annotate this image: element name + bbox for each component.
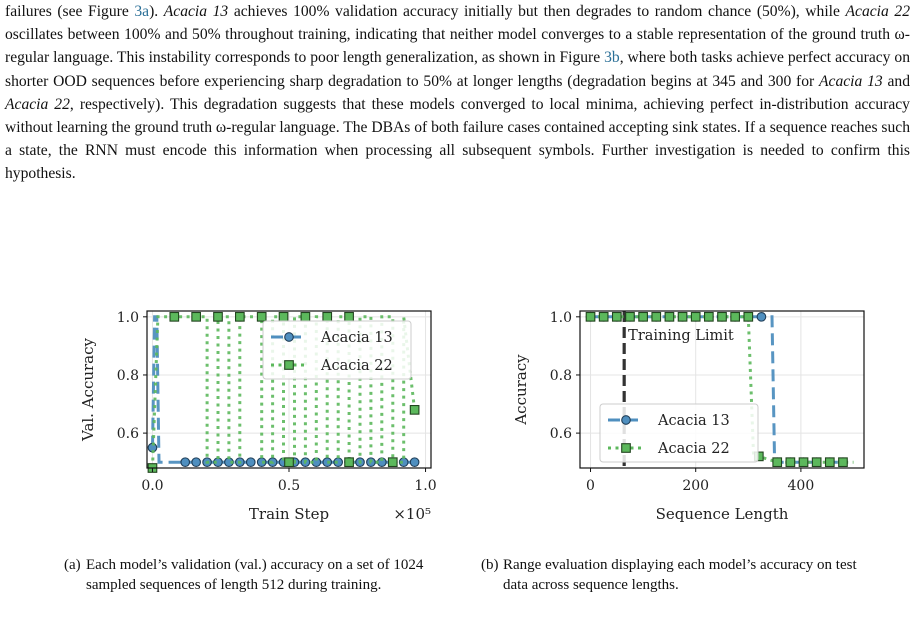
- model-name: Acacia 13: [163, 3, 229, 20]
- text-segment: ).: [149, 3, 164, 20]
- data-point-acacia-22: [717, 311, 727, 322]
- data-point-acacia-22: [234, 311, 245, 322]
- x-tick-label: 0.5: [278, 478, 300, 494]
- caption-b: (b) Range evaluation displaying each mod…: [481, 555, 881, 595]
- data-point-acacia-22: [191, 311, 202, 322]
- data-point-acacia-22: [213, 311, 223, 322]
- text-segment: , respectively). This degradation sugges…: [5, 95, 911, 183]
- x-axis-label: Sequence Length: [656, 505, 789, 523]
- data-point-acacia-22: [284, 457, 294, 468]
- data-point-acacia-22: [585, 311, 596, 322]
- data-point-acacia-22: [638, 311, 648, 322]
- text-segment: , where both tasks achieve perfect accur…: [5, 49, 910, 90]
- series-line-acacia-22: [590, 315, 854, 464]
- caption-b-text: Range evaluation displaying each model’s…: [503, 557, 857, 593]
- data-point-acacia-22: [664, 311, 675, 322]
- data-point-acacia-13: [191, 457, 202, 468]
- data-point-acacia-22: [838, 457, 848, 468]
- caption-a: (a) Each model’s validation (val.) accur…: [64, 555, 469, 595]
- x-tick-label: 0.0: [141, 478, 163, 494]
- data-point-acacia-22: [256, 311, 267, 322]
- data-point-acacia-22: [344, 457, 354, 468]
- text-segment: and: [882, 72, 910, 90]
- data-point-acacia-22: [611, 311, 622, 322]
- data-point-acacia-22: [785, 457, 796, 468]
- data-point-acacia-13: [267, 457, 278, 468]
- model-name: Acacia 13: [819, 72, 883, 90]
- x-axis-label: Train Step: [249, 505, 329, 523]
- data-point-acacia-22: [625, 311, 635, 322]
- text-segment: achieves 100% validation accuracy initia…: [228, 3, 846, 20]
- legend-entry: Acacia 22: [657, 441, 730, 457]
- caption-a-tag: (a): [64, 557, 81, 573]
- data-point-acacia-22: [772, 457, 783, 468]
- figure-ref-3a[interactable]: 3a: [134, 3, 150, 20]
- caption-a-text: Each model’s validation (val.) accuracy …: [86, 557, 424, 593]
- text-segment: failures (see Figure: [5, 3, 135, 20]
- legend-entry: Acacia 13: [320, 330, 393, 346]
- y-axis-label: Val. Accuracy: [79, 337, 97, 442]
- x-tick-label: 1.0: [414, 478, 436, 494]
- data-point-acacia-22: [651, 311, 662, 322]
- y-tick-label: 0.6: [550, 426, 572, 442]
- data-point-acacia-13: [180, 457, 191, 468]
- data-point-acacia-13: [756, 311, 767, 322]
- model-name: Acacia 22: [845, 3, 910, 20]
- y-tick-label: 0.6: [117, 426, 139, 442]
- y-axis-label: Accuracy: [512, 354, 530, 426]
- legend-entry: Acacia 13: [657, 413, 730, 429]
- legend-entry: Acacia 22: [320, 358, 393, 374]
- x-tick-label: 200: [682, 478, 709, 494]
- legend-marker-square: [621, 443, 631, 453]
- y-tick-label: 1.0: [117, 310, 139, 326]
- y-tick-label: 0.8: [117, 368, 139, 384]
- data-point-acacia-22: [811, 457, 822, 468]
- data-point-acacia-22: [743, 311, 754, 322]
- caption-b-tag: (b): [481, 557, 499, 573]
- data-point-acacia-22: [704, 311, 714, 322]
- legend-marker-circle: [284, 332, 294, 342]
- x-tick-label: 400: [788, 478, 815, 494]
- data-point-acacia-22: [409, 405, 420, 415]
- data-point-acacia-22: [690, 311, 701, 322]
- figure-ref-3b[interactable]: 3b: [604, 49, 620, 67]
- plot-frame: [579, 310, 865, 469]
- y-tick-label: 0.8: [550, 368, 572, 384]
- data-point-acacia-22: [598, 311, 609, 322]
- y-tick-label: 1.0: [550, 310, 572, 326]
- text-segment: oscillates between 100% and 50% througho…: [5, 26, 910, 67]
- body-paragraph: failures (see Figure 3a). Acacia 13 achi…: [5, 0, 910, 186]
- series-line-acacia-22: [151, 315, 417, 469]
- training-limit-label: Training Limit: [628, 328, 734, 344]
- data-point-acacia-22: [387, 457, 398, 468]
- x-tick-label: 0: [586, 478, 595, 494]
- data-point-acacia-13: [409, 457, 420, 468]
- data-point-acacia-22: [169, 311, 180, 322]
- data-point-acacia-13: [245, 457, 256, 468]
- legend-marker-circle: [621, 415, 631, 425]
- model-name: Acacia 22: [5, 95, 70, 113]
- data-point-acacia-22: [798, 457, 809, 468]
- data-point-acacia-22: [730, 311, 740, 322]
- data-point-acacia-22: [824, 457, 835, 468]
- data-point-acacia-22: [677, 311, 688, 322]
- legend-marker-square: [284, 360, 294, 370]
- x-axis-multiplier: ×10⁵: [393, 505, 431, 523]
